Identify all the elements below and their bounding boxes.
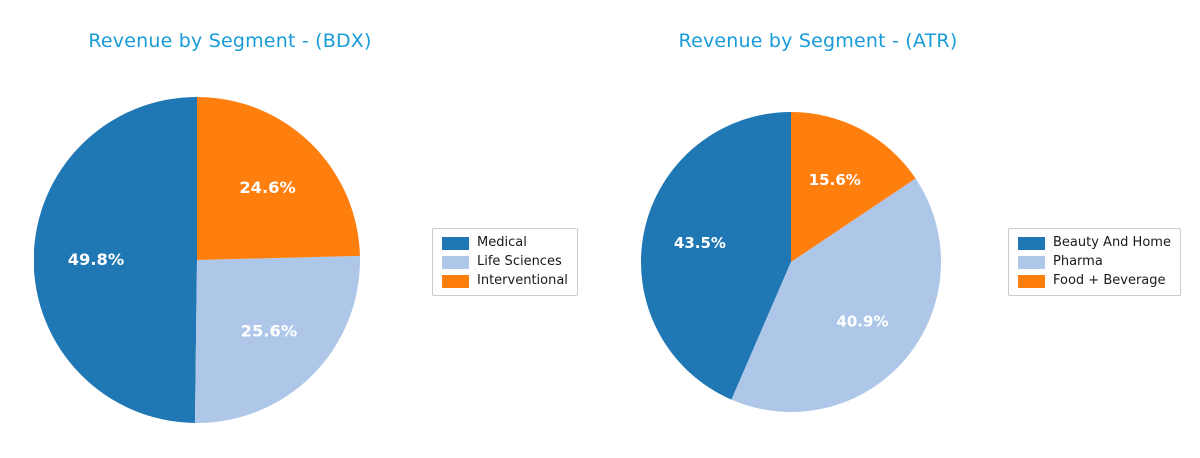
legend-item-life-sciences: Life Sciences bbox=[442, 255, 568, 269]
legend-swatch-beauty-and-home bbox=[1018, 236, 1045, 250]
chart-title-atr: Revenue by Segment - (ATR) bbox=[678, 30, 958, 52]
slice-label-beauty-and-home: 43.5% bbox=[674, 234, 726, 252]
legend-bdx: Medical Life Sciences Interventional bbox=[432, 228, 578, 296]
legend-label-beauty-and-home: Beauty And Home bbox=[1053, 235, 1171, 250]
legend-swatch-pharma bbox=[1018, 255, 1045, 269]
slice-label-food-beverage: 15.6% bbox=[809, 171, 861, 189]
slice-label-life-sciences: 25.6% bbox=[241, 322, 297, 341]
legend-item-medical: Medical bbox=[442, 236, 568, 250]
legend-swatch-life-sciences bbox=[442, 255, 469, 269]
legend-label-food-beverage: Food + Beverage bbox=[1053, 273, 1166, 288]
pie-slice-medical bbox=[34, 97, 197, 423]
pie-slice-beauty-and-home bbox=[641, 112, 791, 400]
pie-slice-life-sciences bbox=[194, 255, 360, 423]
slice-label-pharma: 40.9% bbox=[836, 313, 888, 331]
legend-label-interventional: Interventional bbox=[477, 273, 568, 288]
legend-item-pharma: Pharma bbox=[1018, 255, 1171, 269]
legend-item-beauty-and-home: Beauty And Home bbox=[1018, 236, 1171, 250]
legend-swatch-medical bbox=[442, 236, 469, 250]
legend-label-pharma: Pharma bbox=[1053, 254, 1103, 269]
slice-label-interventional: 24.6% bbox=[239, 178, 295, 197]
chart-title-bdx: Revenue by Segment - (BDX) bbox=[88, 30, 372, 52]
pie-chart-atr: 43.5% 40.9% 15.6% bbox=[641, 112, 941, 412]
chart-panel-atr: Revenue by Segment - (ATR) 43.5% 40.9% 15.… bbox=[600, 0, 1200, 458]
pie-chart-bdx: 49.8% 25.6% 24.6% bbox=[34, 97, 360, 423]
slice-label-medical: 49.8% bbox=[68, 250, 124, 269]
legend-label-life-sciences: Life Sciences bbox=[477, 254, 562, 269]
legend-atr: Beauty And Home Pharma Food + Beverage bbox=[1008, 228, 1181, 296]
legend-label-medical: Medical bbox=[477, 235, 527, 250]
pie-slice-interventional bbox=[197, 97, 360, 260]
legend-swatch-interventional bbox=[442, 274, 469, 288]
legend-item-food-beverage: Food + Beverage bbox=[1018, 274, 1171, 288]
pie-slice-food-beverage bbox=[791, 112, 916, 262]
pie-slice-pharma bbox=[731, 178, 941, 412]
legend-item-interventional: Interventional bbox=[442, 274, 568, 288]
chart-panel-bdx: Revenue by Segment - (BDX) 49.8% 25.6% 24.… bbox=[34, 30, 578, 423]
legend-swatch-food-beverage bbox=[1018, 274, 1045, 288]
